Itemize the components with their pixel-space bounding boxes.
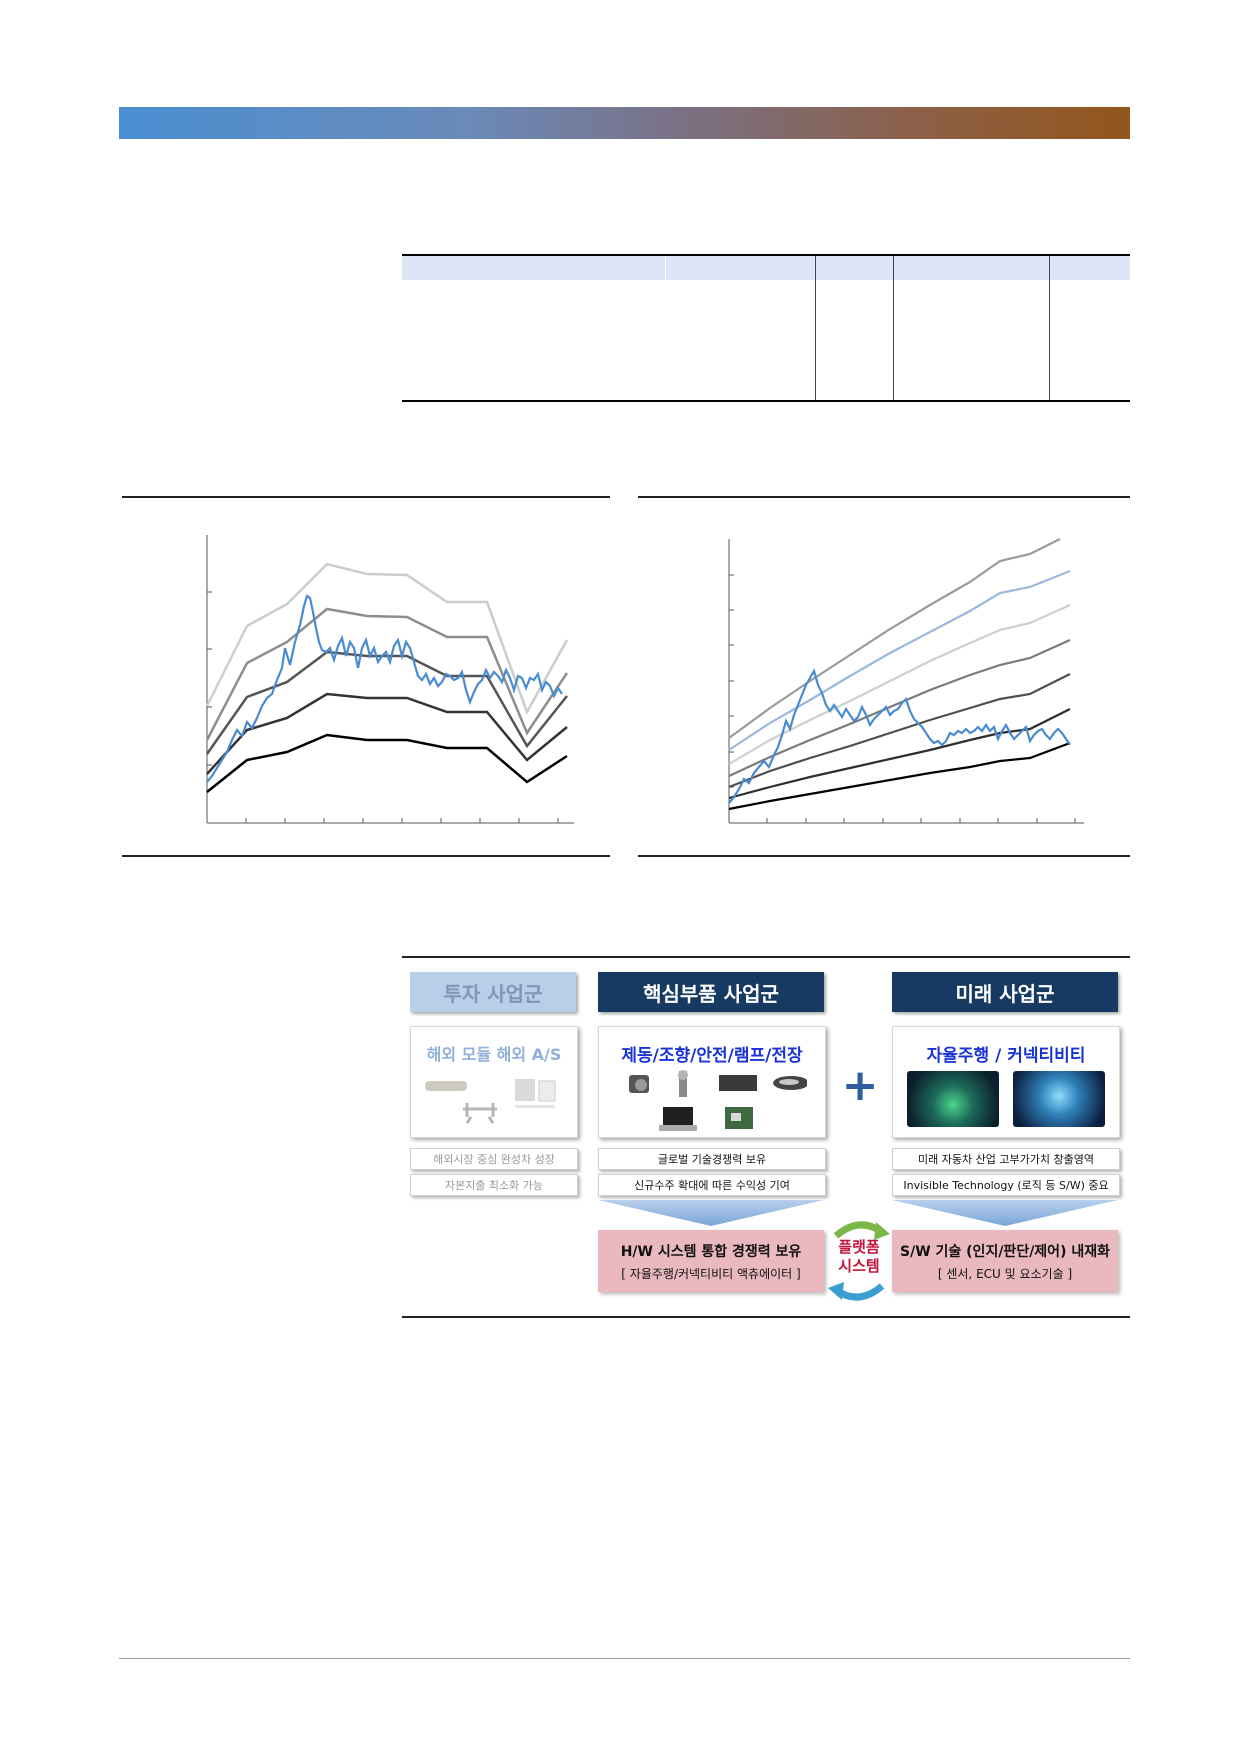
core-header: 핵심부품 사업군 xyxy=(598,972,824,1012)
future-result-box: S/W 기술 (인지/판단/제어) 내재화 [ 센서, ECU 및 요소기술 ] xyxy=(892,1230,1118,1292)
future-pill-1-label: 미래 자동차 산업 고부가가치 창출영역 xyxy=(918,1153,1094,1166)
parts-box-icon xyxy=(515,1079,535,1101)
steering-icon-joint xyxy=(678,1070,688,1080)
core-result-box: H/W 시스템 통합 경쟁력 보유 [ 자율주행/커넥티비티 액츄에이터 ] xyxy=(598,1230,824,1292)
platform-system-label: 플랫폼 시스템 xyxy=(828,1238,890,1276)
diagram-top-rule xyxy=(402,956,1130,958)
module-icon xyxy=(425,1081,467,1091)
parts-box-icon-2 xyxy=(538,1080,556,1102)
table-top-rule xyxy=(402,254,1130,256)
left-chart-top-rule xyxy=(122,496,610,498)
display-icon-base xyxy=(659,1125,697,1131)
ecu-chip-icon xyxy=(731,1113,741,1121)
right-band-line-4 xyxy=(728,638,1071,777)
display-icon xyxy=(663,1107,693,1127)
future-result-line-1: S/W 기술 (인지/판단/제어) 내재화 xyxy=(900,1243,1110,1260)
future-down-arrow xyxy=(892,1200,1118,1226)
right-band-line-5 xyxy=(728,673,1071,789)
invest-pill-2: 자본지출 최소화 가능 xyxy=(410,1174,578,1196)
right-band-line-7 xyxy=(728,741,1071,811)
table-header-divider xyxy=(665,256,666,280)
table-header-row xyxy=(402,256,1130,280)
platform-label-line-2: 시스템 xyxy=(838,1257,880,1275)
invest-header: 투자 사업군 xyxy=(410,972,576,1012)
core-card: 제동/조향/안전/램프/전장 xyxy=(598,1026,826,1138)
core-pill-1: 글로벌 기술경쟁력 보유 xyxy=(598,1148,826,1170)
chassis-icon xyxy=(463,1103,497,1124)
right-price-line xyxy=(728,668,1071,804)
right-band-line-2 xyxy=(728,569,1071,751)
core-pill-2-label: 신규수주 확대에 따른 수익성 기여 xyxy=(634,1179,790,1192)
right-chart-top-rule xyxy=(638,496,1130,498)
future-pill-1: 미래 자동차 산업 고부가가치 창출영역 xyxy=(892,1148,1120,1170)
left-band-line-4 xyxy=(206,692,568,775)
future-result-line-2: [ 센서, ECU 및 요소기술 ] xyxy=(937,1266,1073,1281)
core-card-title: 제동/조향/안전/램프/전장 xyxy=(621,1046,803,1066)
future-pill-2: Invisible Technology (로직 등 S/W) 중요 xyxy=(892,1174,1120,1196)
header-bar xyxy=(119,107,1130,139)
platform-label-line-1: 플랫폼 xyxy=(838,1238,880,1256)
future-pill-2-label: Invisible Technology (로직 등 S/W) 중요 xyxy=(903,1179,1109,1192)
right-band-line-6 xyxy=(728,708,1071,800)
right-chart-axes xyxy=(728,539,1084,824)
left-band-line-5 xyxy=(206,733,568,793)
autonomous-driving-image xyxy=(907,1071,999,1127)
brake-icon-knob xyxy=(635,1079,647,1091)
left-chart-axes xyxy=(206,535,574,824)
core-pill-1-label: 글로벌 기술경쟁력 보유 xyxy=(657,1153,767,1166)
steering-icon xyxy=(679,1071,687,1097)
platform-cycle-arrows xyxy=(828,1221,890,1301)
left-chart-bottom-rule xyxy=(122,855,610,857)
footer-rule xyxy=(119,1658,1130,1659)
left-band-line-2 xyxy=(205,607,569,741)
table-bottom-rule xyxy=(402,400,1130,402)
invest-product-icons xyxy=(425,1079,556,1124)
left-price-line xyxy=(206,594,563,783)
future-card-title: 자율주행 / 커넥티비티 xyxy=(926,1046,1086,1066)
parts-caption-marks xyxy=(515,1105,555,1108)
right-band-chart xyxy=(728,538,1084,824)
core-down-arrow xyxy=(598,1200,824,1226)
right-chart-bottom-rule xyxy=(638,855,1130,857)
invest-card-title: 해외 모듈 해외 A/S xyxy=(426,1045,562,1064)
future-header: 미래 사업군 xyxy=(892,972,1118,1012)
plus-sign: + xyxy=(841,1060,879,1111)
right-band-line-1 xyxy=(728,538,1061,739)
core-product-icons xyxy=(629,1070,807,1131)
left-band-chart xyxy=(205,535,574,824)
connectivity-image xyxy=(1013,1071,1105,1127)
future-card: 자율주행 / 커넥티비티 xyxy=(892,1026,1120,1138)
table-column-divider xyxy=(815,256,816,400)
table-column-divider xyxy=(893,256,894,400)
invest-pill-2-label: 자본지출 최소화 가능 xyxy=(444,1179,544,1192)
diagram-bottom-rule xyxy=(402,1316,1130,1318)
core-result-line-1: H/W 시스템 통합 경쟁력 보유 xyxy=(620,1243,802,1260)
left-band-line-3 xyxy=(205,650,568,755)
left-band-line-1 xyxy=(205,562,569,716)
future-header-label: 미래 사업군 xyxy=(955,981,1055,1006)
core-header-label: 핵심부품 사업군 xyxy=(643,981,779,1006)
invest-card: 해외 모듈 해외 A/S xyxy=(410,1026,578,1138)
core-result-line-2: [ 자율주행/커넥티비티 액츄에이터 ] xyxy=(621,1266,801,1281)
core-pill-2: 신규수주 확대에 따른 수익성 기여 xyxy=(598,1174,826,1196)
invest-header-label: 투자 사업군 xyxy=(443,981,543,1006)
airbag-icon xyxy=(719,1075,757,1091)
table-column-divider xyxy=(1049,256,1050,400)
invest-pill-1-label: 해외시장 중심 완성차 성장 xyxy=(433,1153,555,1166)
invest-pill-1: 해외시장 중심 완성차 성장 xyxy=(410,1148,578,1170)
lamp-icon-lens xyxy=(779,1079,799,1085)
